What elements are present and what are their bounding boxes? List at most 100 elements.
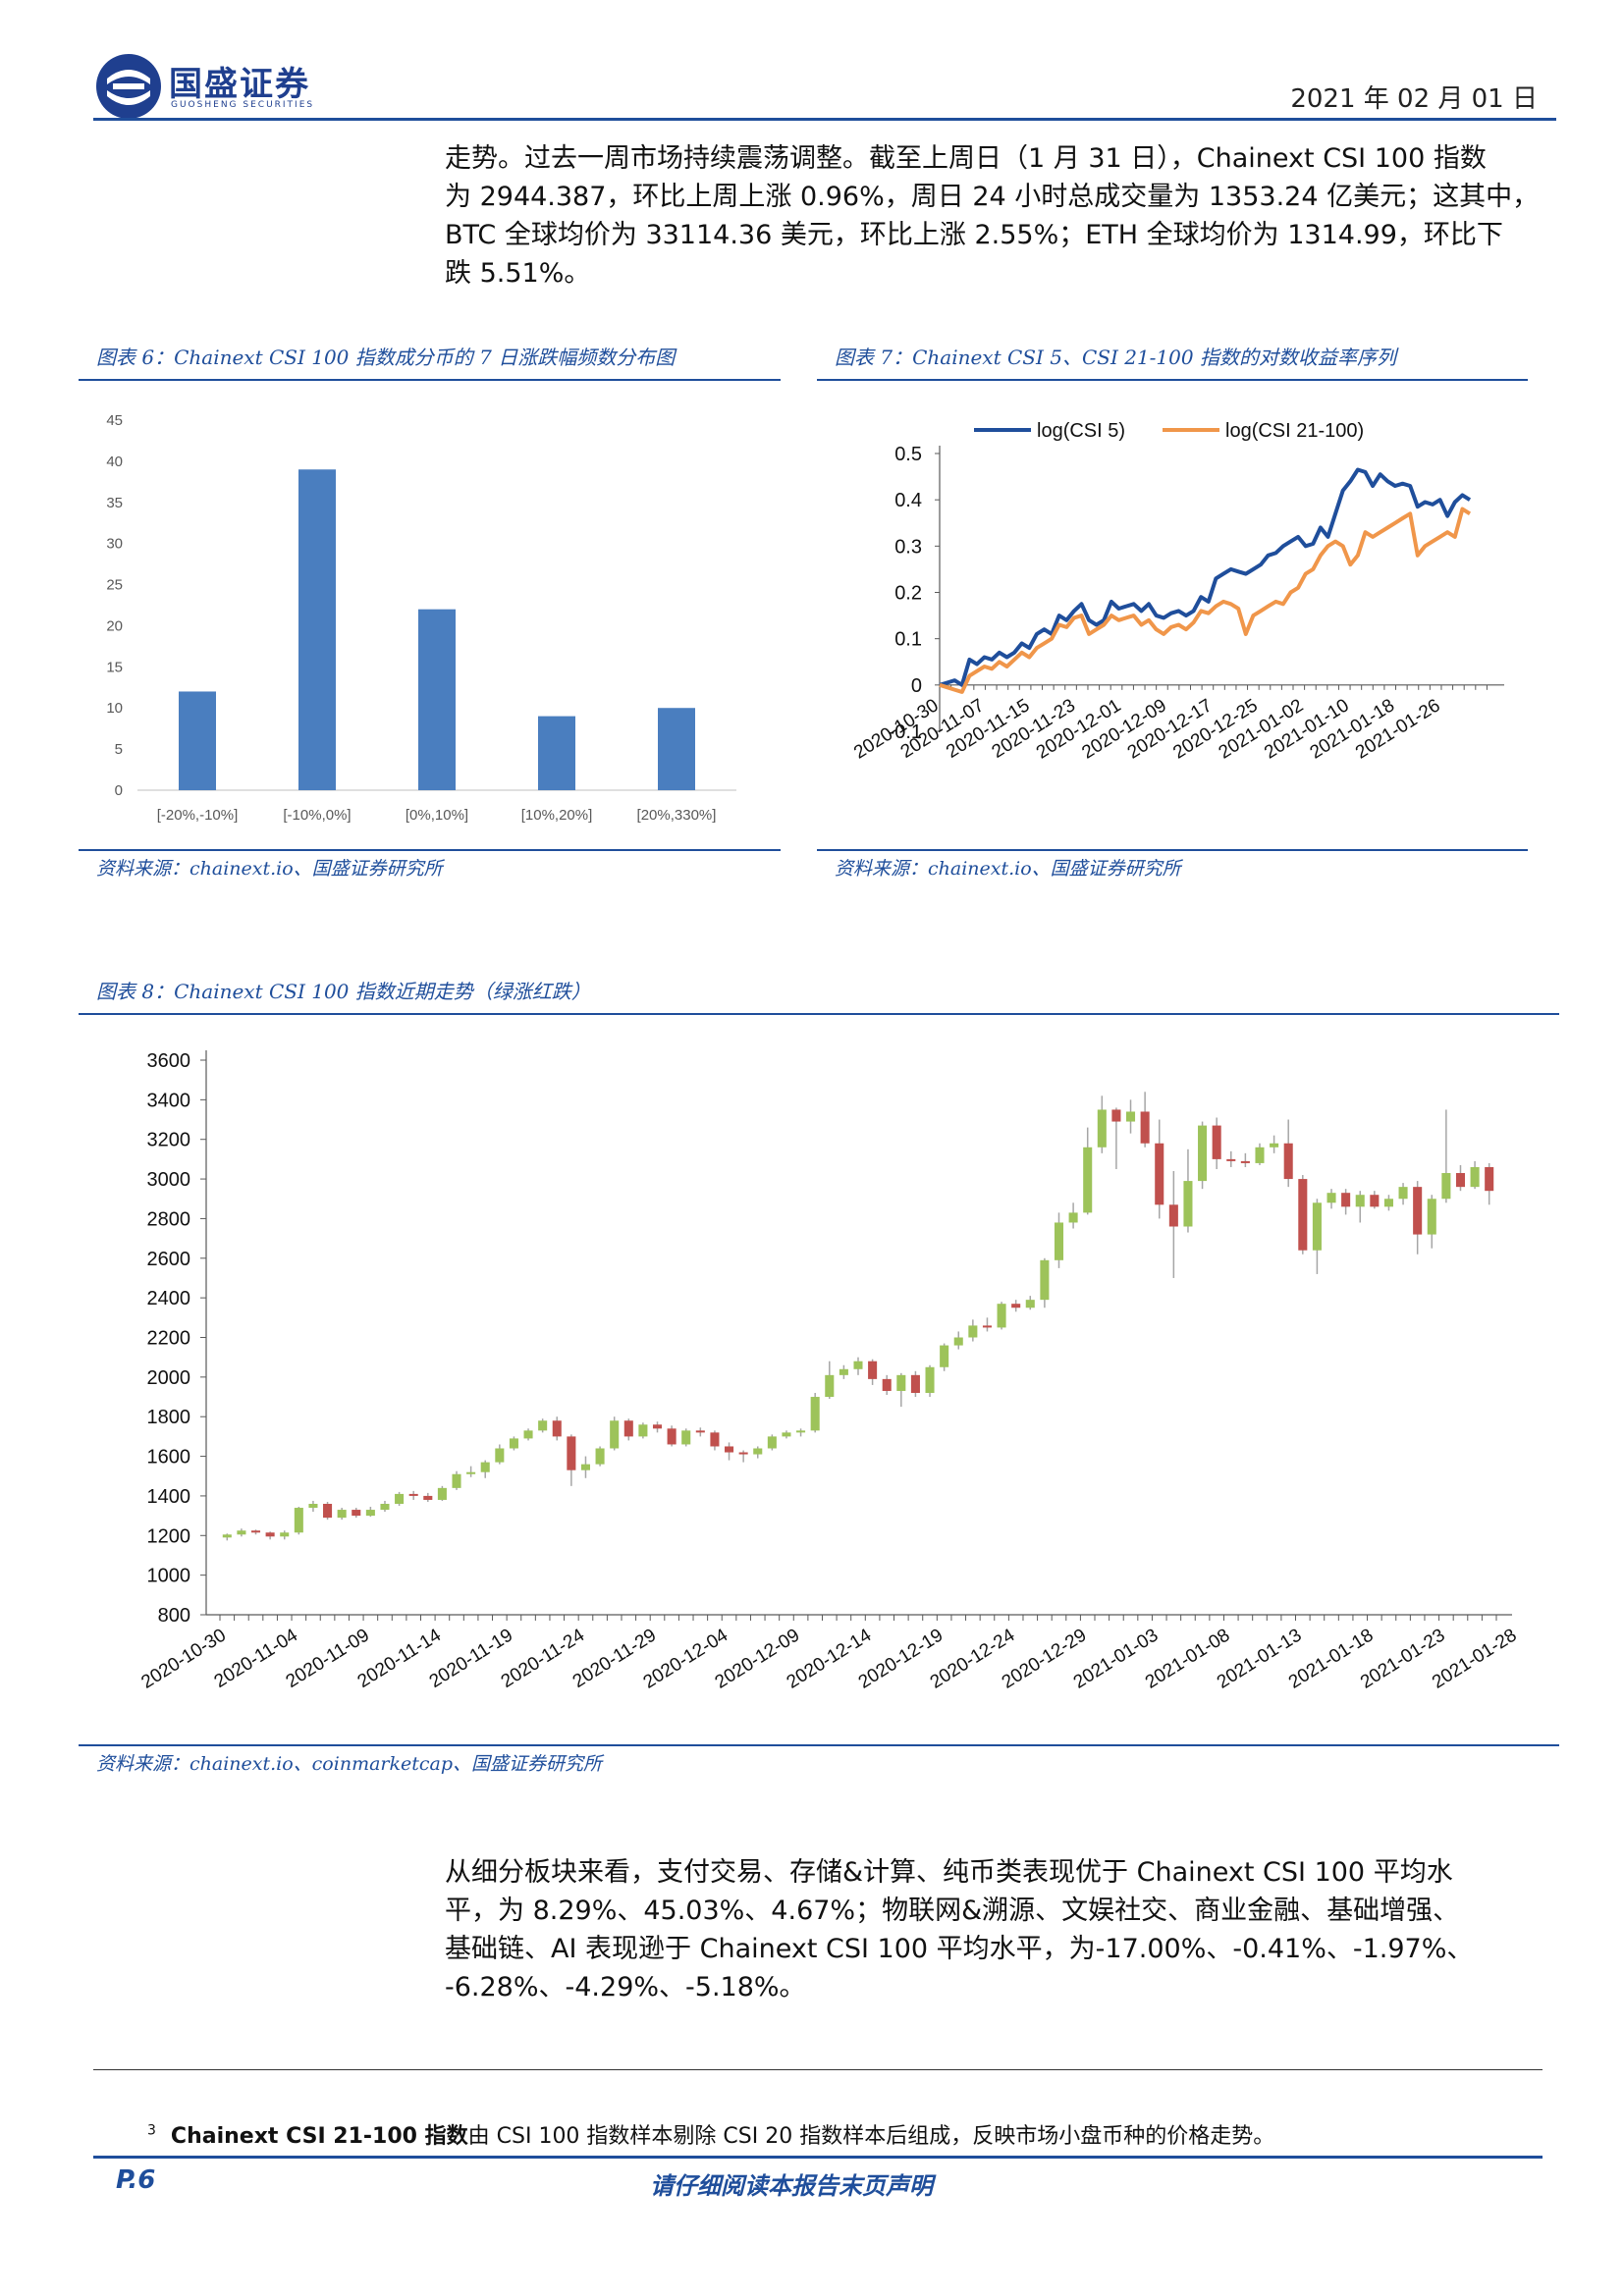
candle-up bbox=[466, 1471, 476, 1474]
figure8-bottom-rule bbox=[79, 1744, 1559, 1746]
intro-paragraph: 走势。过去一周市场持续震荡调整。截至上周日（1 月 31 日），Chainext… bbox=[445, 139, 1544, 293]
brand-name: 国盛证券 bbox=[169, 65, 310, 104]
legend-label: log(CSI 21-100) bbox=[1225, 420, 1364, 442]
footnote-rule bbox=[93, 2069, 1543, 2070]
x-tick-label: [20%,330%] bbox=[637, 807, 717, 824]
y-tick-label: 0.1 bbox=[894, 629, 922, 651]
footnote-mark: 3 bbox=[147, 2122, 156, 2139]
candle-down bbox=[652, 1424, 663, 1429]
candle-down bbox=[738, 1452, 748, 1455]
figure8-source: 资料来源：chainext.io、coinmarketcap、国盛证券研究所 bbox=[96, 1753, 603, 1775]
figure7-source: 资料来源：chainext.io、国盛证券研究所 bbox=[835, 858, 1181, 880]
y-tick-label: 1600 bbox=[147, 1447, 191, 1468]
figure7-caption: 图表 7：Chainext CSI 5、CSI 21-100 指数的对数收益率序… bbox=[835, 346, 1396, 369]
bar bbox=[179, 691, 216, 790]
y-tick-label: 20 bbox=[106, 617, 123, 634]
candle-up bbox=[997, 1304, 1006, 1328]
candle-up bbox=[638, 1424, 648, 1437]
candle-up bbox=[839, 1368, 848, 1375]
bar bbox=[538, 716, 575, 790]
candle-up bbox=[337, 1510, 347, 1519]
candle-up bbox=[237, 1530, 246, 1535]
candle-up bbox=[796, 1430, 806, 1433]
sector-line: 基础链、AI 表现逊于 Chainext CSI 100 平均水平，为-17.0… bbox=[445, 1934, 1474, 1964]
candle-down bbox=[1111, 1109, 1121, 1122]
candle-down bbox=[408, 1493, 418, 1496]
candle-up bbox=[1398, 1187, 1408, 1200]
logo-emblem-icon bbox=[96, 54, 161, 119]
candle-up bbox=[1427, 1199, 1436, 1235]
candle-up bbox=[1025, 1300, 1035, 1308]
candle-up bbox=[365, 1510, 375, 1517]
candle-up bbox=[580, 1464, 590, 1470]
candle-up bbox=[681, 1430, 691, 1445]
candle-down bbox=[1140, 1111, 1150, 1144]
candle-up bbox=[968, 1325, 978, 1338]
y-tick-label: 10 bbox=[106, 700, 123, 717]
candle-down bbox=[1226, 1158, 1236, 1161]
candle-up bbox=[767, 1436, 777, 1449]
candle-up bbox=[940, 1345, 949, 1367]
sector-line: 从细分板块来看，支付交易、存储&计算、纯币类表现优于 Chainext CSI … bbox=[445, 1857, 1453, 1888]
candle-up bbox=[595, 1448, 605, 1465]
sector-line: -6.28%、-4.29%、-5.18%。 bbox=[445, 1972, 806, 2002]
candle-up bbox=[1097, 1109, 1107, 1148]
y-tick-label: 40 bbox=[106, 454, 123, 470]
candle-down bbox=[352, 1510, 361, 1517]
sector-line: 平，为 8.29%、45.03%、4.67%；物联网&溯源、文娱社交、商业金融、… bbox=[445, 1896, 1460, 1926]
x-tick-label: [-10%,0%] bbox=[283, 807, 351, 824]
candle-up bbox=[280, 1532, 290, 1537]
y-tick-label: 15 bbox=[106, 659, 123, 675]
candle-up bbox=[380, 1504, 390, 1511]
y-tick-label: 3400 bbox=[147, 1090, 191, 1111]
y-tick-label: 5 bbox=[115, 741, 123, 758]
series-line bbox=[939, 467, 1472, 687]
intro-line: 为 2944.387，环比上周上涨 0.96%，周日 24 小时总成交量为 13… bbox=[445, 182, 1540, 212]
candle-down bbox=[1240, 1160, 1250, 1163]
y-tick-label: 0.2 bbox=[894, 583, 922, 605]
candle-up bbox=[480, 1462, 490, 1472]
candle-up bbox=[1255, 1147, 1265, 1163]
y-tick-label: 0 bbox=[911, 675, 922, 697]
histogram-chart: 0 5 10 15 20 25 30 35 40 45 [-20%,-10%] [-10%,0%] [0… bbox=[106, 412, 736, 824]
y-tick-label: 1800 bbox=[147, 1407, 191, 1428]
candle-down bbox=[982, 1325, 992, 1328]
candle-up bbox=[495, 1448, 505, 1463]
candle-down bbox=[725, 1446, 734, 1453]
candle-up bbox=[509, 1438, 518, 1449]
bar bbox=[658, 708, 695, 790]
candle-up bbox=[222, 1534, 232, 1538]
y-tick-label: 1000 bbox=[147, 1566, 191, 1587]
sector-paragraph: 从细分板块来看，支付交易、存储&计算、纯币类表现优于 Chainext CSI … bbox=[445, 1853, 1544, 2006]
page-number: P.6 bbox=[116, 2165, 156, 2195]
y-tick-label: 2600 bbox=[147, 1249, 191, 1270]
y-tick-label: 1400 bbox=[147, 1486, 191, 1508]
candle-up bbox=[1270, 1143, 1279, 1148]
candle-down bbox=[1011, 1304, 1021, 1308]
header-rule bbox=[93, 118, 1556, 121]
disclaimer-note: 请仔细阅读本报告末页声明 bbox=[650, 2171, 933, 2200]
candle-down bbox=[868, 1361, 878, 1379]
y-tick-label: 0.3 bbox=[894, 536, 922, 558]
y-tick-label: 0.5 bbox=[894, 444, 922, 465]
y-tick-label: 2400 bbox=[147, 1288, 191, 1309]
candle-up bbox=[1083, 1147, 1093, 1213]
candle-down bbox=[250, 1530, 261, 1533]
candlestick-chart: 800 1000 1200 1400 1600 1800 2000 2200 2400 2600 2… bbox=[137, 1050, 1521, 1693]
y-tick-label: 800 bbox=[158, 1605, 190, 1627]
y-tick-label: 35 bbox=[106, 495, 123, 511]
candle-down bbox=[1298, 1179, 1308, 1251]
x-tick-label: [10%,20%] bbox=[521, 807, 593, 824]
candle-up bbox=[294, 1508, 303, 1533]
figure6-top-rule bbox=[79, 379, 781, 381]
series-line bbox=[939, 507, 1472, 694]
candle-up bbox=[610, 1420, 620, 1449]
candle-up bbox=[1383, 1199, 1393, 1207]
candle-up bbox=[452, 1473, 461, 1488]
candle-up bbox=[437, 1487, 447, 1500]
y-tick-label: 45 bbox=[106, 412, 123, 429]
intro-line: 跌 5.51%。 bbox=[445, 258, 591, 289]
y-tick-label: 3000 bbox=[147, 1169, 191, 1191]
figure8-caption: 图表 8：Chainext CSI 100 指数近期走势（绿涨红跌） bbox=[96, 980, 591, 1003]
x-tick-label: [0%,10%] bbox=[406, 807, 468, 824]
